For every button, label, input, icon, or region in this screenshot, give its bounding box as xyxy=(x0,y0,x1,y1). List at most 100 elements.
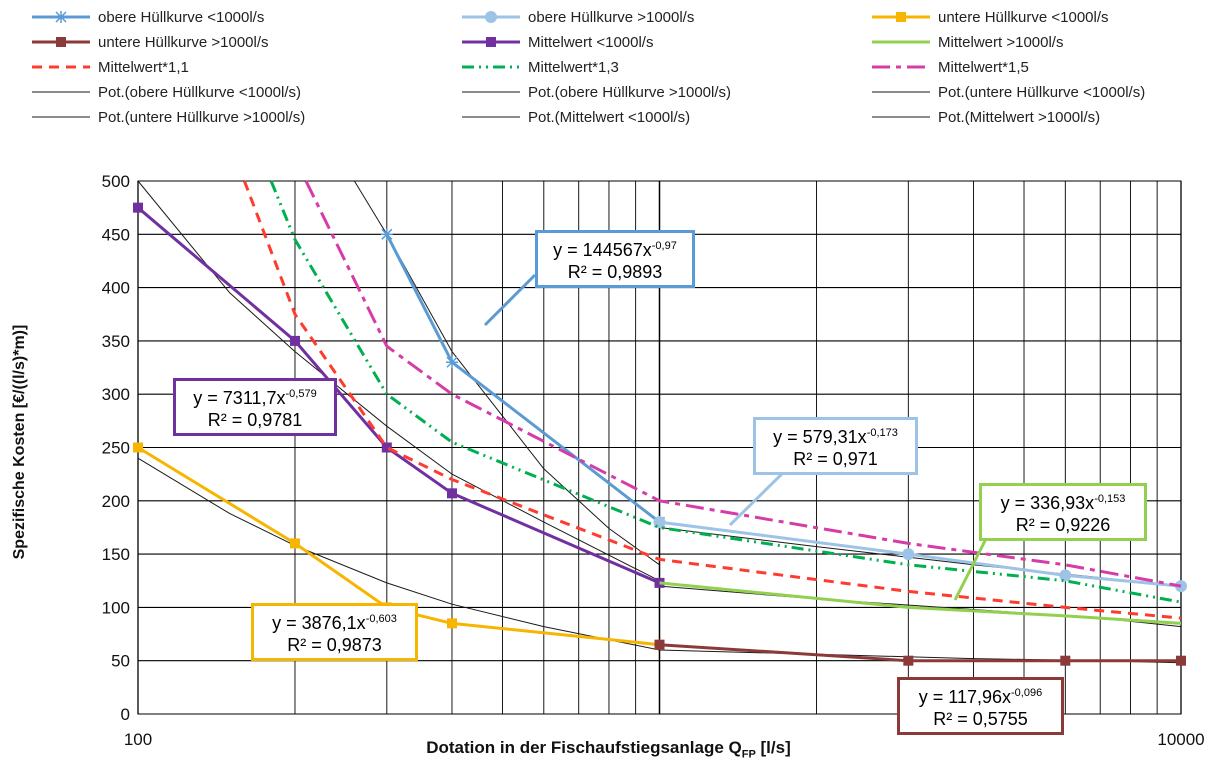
legend-item: Mittelwert*1,1 xyxy=(30,56,189,78)
legend-swatch xyxy=(872,12,930,22)
point-marker xyxy=(654,577,665,588)
legend-swatch xyxy=(462,91,520,93)
point-marker xyxy=(896,12,906,22)
y-tick-label: 0 xyxy=(121,705,130,724)
legend-label: Pot.(Mittelwert >1000l/s) xyxy=(938,108,1101,126)
equation-box: y = 579,31x-0,173 R² = 0,971 xyxy=(753,417,918,475)
r-squared-text: R² = 0,971 xyxy=(793,449,878,469)
legend-label: obere Hüllkurve >1000l/s xyxy=(528,8,695,26)
legend-swatch xyxy=(462,65,520,69)
point-marker xyxy=(380,228,393,241)
legend-label: Pot.(obere Hüllkurve >1000l/s) xyxy=(528,83,732,101)
r-squared-text: R² = 0,9781 xyxy=(207,410,303,430)
legend-swatch xyxy=(32,91,90,93)
equation-box: y = 3876,1x-0,603 R² = 0,9873 xyxy=(251,603,418,661)
legend-label: Mittelwert*1,3 xyxy=(528,58,619,76)
legend-swatch xyxy=(872,116,930,118)
point-marker xyxy=(56,37,66,47)
trendline xyxy=(353,180,660,566)
legend-item: Pot.(untere Hüllkurve <1000l/s) xyxy=(870,81,1145,103)
point-marker xyxy=(445,356,458,369)
series-8 xyxy=(304,180,1182,588)
annotation-leaders xyxy=(483,273,992,601)
point-marker xyxy=(1176,655,1186,666)
legend-label: Pot.(Mittelwert <1000l/s) xyxy=(528,108,691,126)
series-7 xyxy=(269,180,1182,604)
legend-label: Mittelwert >1000l/s xyxy=(938,33,1064,51)
x-tick-label: 100 xyxy=(124,730,152,749)
y-axis-title: Spezifische Kosten [€/((l/s)*m)] xyxy=(11,324,28,560)
equation-text: y = 7311,7x-0,579 xyxy=(193,388,317,408)
series-5 xyxy=(659,581,1182,625)
legend-label: untere Hüllkurve >1000l/s xyxy=(98,33,269,51)
series-3 xyxy=(654,639,1186,666)
legend-label: Mittelwert*1,5 xyxy=(938,58,1029,76)
legend-label: Mittelwert*1,1 xyxy=(98,58,189,76)
y-tick-label: 400 xyxy=(102,279,130,298)
point-marker xyxy=(654,639,665,650)
series-11 xyxy=(137,457,660,651)
legend-item: Pot.(Mittelwert >1000l/s) xyxy=(870,106,1100,128)
point-marker xyxy=(289,538,300,549)
legend-item: Pot.(Mittelwert <1000l/s) xyxy=(460,106,690,128)
y-tick-label: 350 xyxy=(102,332,130,351)
r-squared-text: R² = 0,9873 xyxy=(287,635,382,655)
point-marker xyxy=(133,442,143,453)
axis-ticks: 0 50 100 150 200 250 300 350 400 450 500 100 10000 xyxy=(102,172,1205,749)
legend-item: obere Hüllkurve >1000l/s xyxy=(460,6,694,28)
equation-box: y = 336,93x-0,153 R² = 0,9226 xyxy=(979,483,1147,541)
y-tick-label: 200 xyxy=(102,492,130,511)
legend-label: Mittelwert <1000l/s xyxy=(528,33,654,51)
y-tick-label: 150 xyxy=(102,545,130,564)
legend-item: untere Hüllkurve >1000l/s xyxy=(30,31,269,53)
legend-item: Pot.(obere Hüllkurve >1000l/s) xyxy=(460,81,731,103)
series-line xyxy=(659,643,1181,663)
point-marker xyxy=(903,655,914,666)
annotation-leader xyxy=(953,530,992,601)
series-line xyxy=(659,520,1182,588)
series-line xyxy=(659,581,1182,625)
equation-box: y = 144567x-0,97 R² = 0,9893 xyxy=(535,230,695,288)
point-marker xyxy=(446,488,457,499)
series-line xyxy=(269,180,1182,604)
r-squared-text: R² = 0,5755 xyxy=(933,709,1028,729)
y-tick-label: 450 xyxy=(102,225,130,244)
equation-text: y = 579,31x-0,173 xyxy=(773,427,898,447)
legend: obere Hüllkurve <1000l/s obere Hüllkurve … xyxy=(30,6,1210,166)
legend-label: Pot.(untere Hüllkurve >1000l/s) xyxy=(98,108,306,126)
x-tick-label: 10000 xyxy=(1157,730,1204,749)
legend-label: untere Hüllkurve <1000l/s xyxy=(938,8,1109,26)
series-13 xyxy=(137,180,660,582)
legend-item: Pot.(obere Hüllkurve <1000l/s) xyxy=(30,81,301,103)
equation-box: y = 117,96x-0,096 R² = 0,5755 xyxy=(897,677,1064,735)
legend-swatch xyxy=(462,37,520,47)
point-marker xyxy=(446,618,457,629)
legend-item: Mittelwert*1,5 xyxy=(870,56,1029,78)
trendline xyxy=(137,457,660,651)
annotation-leader xyxy=(483,273,537,327)
point-marker xyxy=(381,442,392,453)
y-tick-label: 500 xyxy=(102,172,130,191)
r-squared-text: R² = 0,9893 xyxy=(567,262,663,282)
legend-item: untere Hüllkurve <1000l/s xyxy=(870,6,1109,28)
point-marker xyxy=(289,335,300,346)
series-1 xyxy=(653,516,1187,593)
legend-swatch xyxy=(462,116,520,118)
legend-swatch xyxy=(32,11,90,23)
legend-item: Pot.(untere Hüllkurve >1000l/s) xyxy=(30,106,305,128)
legend-swatch xyxy=(32,65,90,69)
point-marker xyxy=(485,11,497,23)
series-4 xyxy=(133,202,665,588)
point-marker xyxy=(902,548,915,561)
point-marker xyxy=(55,11,67,23)
legend-swatch xyxy=(872,65,930,69)
legend-label: Pot.(untere Hüllkurve <1000l/s) xyxy=(938,83,1146,101)
equation-text: y = 3876,1x-0,603 xyxy=(272,613,397,633)
y-tick-label: 250 xyxy=(102,439,130,458)
series-line xyxy=(304,180,1182,588)
legend-label: Pot.(obere Hüllkurve <1000l/s) xyxy=(98,83,302,101)
legend-item: Mittelwert >1000l/s xyxy=(870,31,1063,53)
equation-box: y = 7311,7x-0,579 R² = 0,9781 xyxy=(173,378,337,436)
x-axis-title: Dotation in der Fischaufstiegsanlage QFP… xyxy=(426,738,791,761)
legend-item: Mittelwert <1000l/s xyxy=(460,31,653,53)
